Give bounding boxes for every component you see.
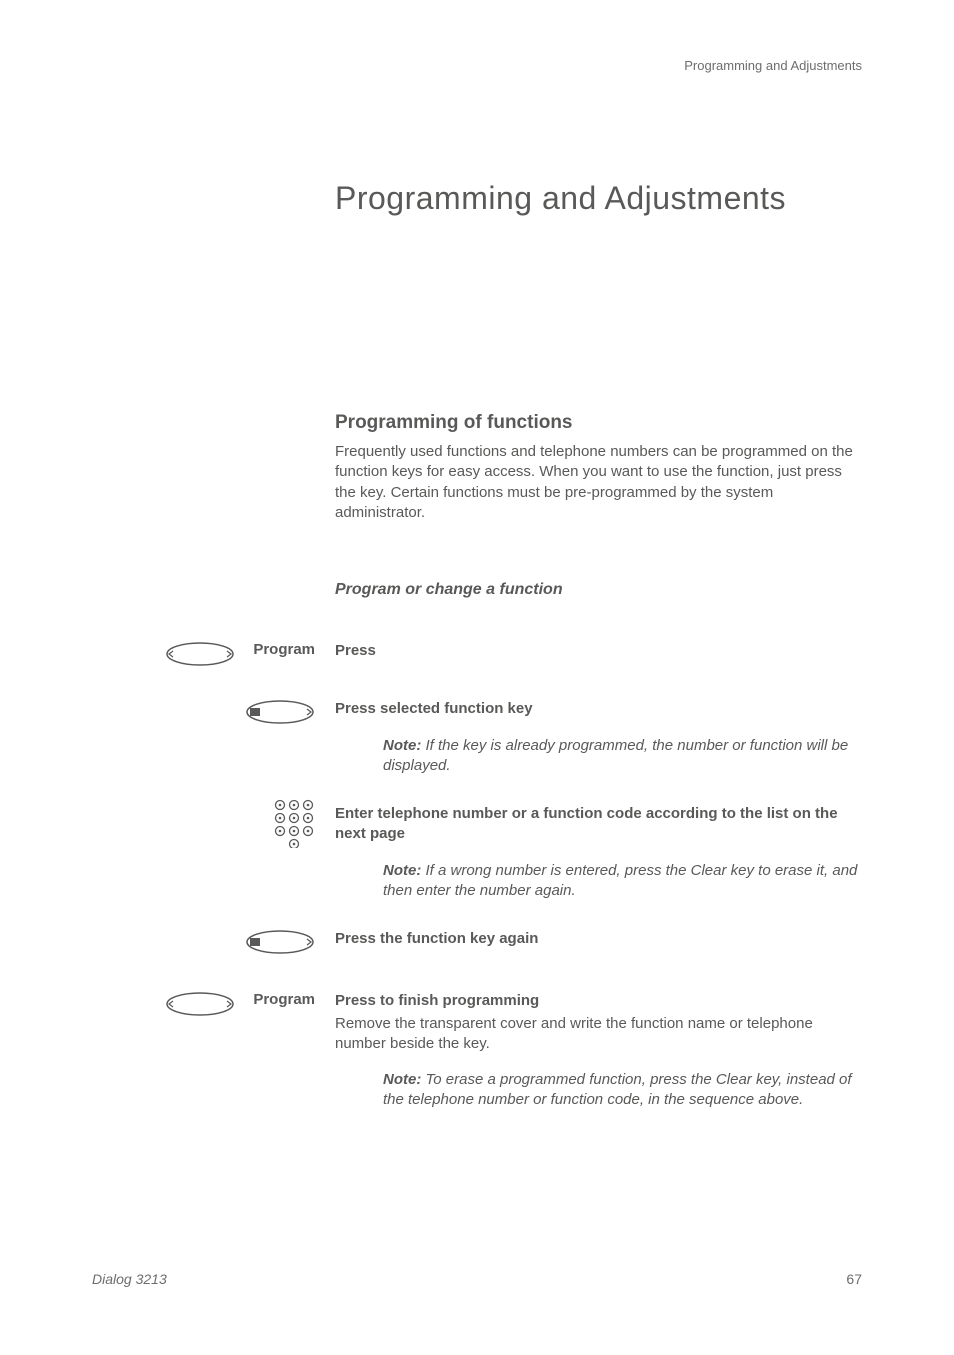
keypad-icon: [273, 798, 315, 848]
button-plain-icon: [165, 641, 235, 667]
step-icon-area: Program: [75, 641, 315, 667]
step-icon-area: [75, 798, 315, 848]
note-label: Note:: [383, 1071, 421, 1088]
note-text: If the key is already programmed, the nu…: [383, 737, 848, 774]
running-head: Programming and Adjustments: [684, 58, 862, 73]
step-icon-label: Program: [253, 991, 315, 1008]
step-icon-area: [75, 699, 315, 725]
chapter-title: Programming and Adjustments: [335, 180, 862, 217]
step-row: Program Press: [335, 641, 862, 661]
section-heading: Programming of functions: [335, 412, 862, 434]
note-label: Note:: [383, 737, 421, 754]
step-bold: Press selected function key: [335, 699, 862, 719]
step-icon-area: [75, 929, 315, 955]
step-bold: Press the function key again: [335, 929, 862, 949]
button-plain-icon: [165, 991, 235, 1017]
step-note: Note: To erase a programmed function, pr…: [383, 1070, 862, 1111]
step-note: Note: If a wrong number is entered, pres…: [383, 861, 862, 902]
subsection-heading: Program or change a function: [335, 581, 862, 599]
step-icon-label: Program: [253, 641, 315, 658]
step-row: Press the function key again: [335, 929, 862, 949]
note-text: If a wrong number is entered, press the …: [383, 862, 857, 899]
step-bold: Enter telephone number or a function cod…: [335, 804, 862, 845]
button-marked-icon: [245, 929, 315, 955]
page-number: 67: [846, 1271, 862, 1287]
step-body: Remove the transparent cover and write t…: [335, 1014, 862, 1055]
button-marked-icon: [245, 699, 315, 725]
step-icon-area: Program: [75, 991, 315, 1017]
step-row: Program Press to finish programming Remo…: [335, 991, 862, 1054]
footer-product: Dialog 3213: [92, 1271, 167, 1287]
step-bold: Press to finish programming: [335, 991, 862, 1011]
note-label: Note:: [383, 862, 421, 879]
note-text: To erase a programmed function, press th…: [383, 1071, 852, 1108]
footer: Dialog 3213 67: [92, 1271, 862, 1287]
section-body: Frequently used functions and telephone …: [335, 442, 862, 523]
step-bold: Press: [335, 641, 862, 661]
step-row: Press selected function key: [335, 699, 862, 719]
step-row: Enter telephone number or a function cod…: [335, 804, 862, 845]
main-content: Programming and Adjustments Programming …: [335, 180, 862, 1139]
step-note: Note: If the key is already programmed, …: [383, 736, 862, 777]
